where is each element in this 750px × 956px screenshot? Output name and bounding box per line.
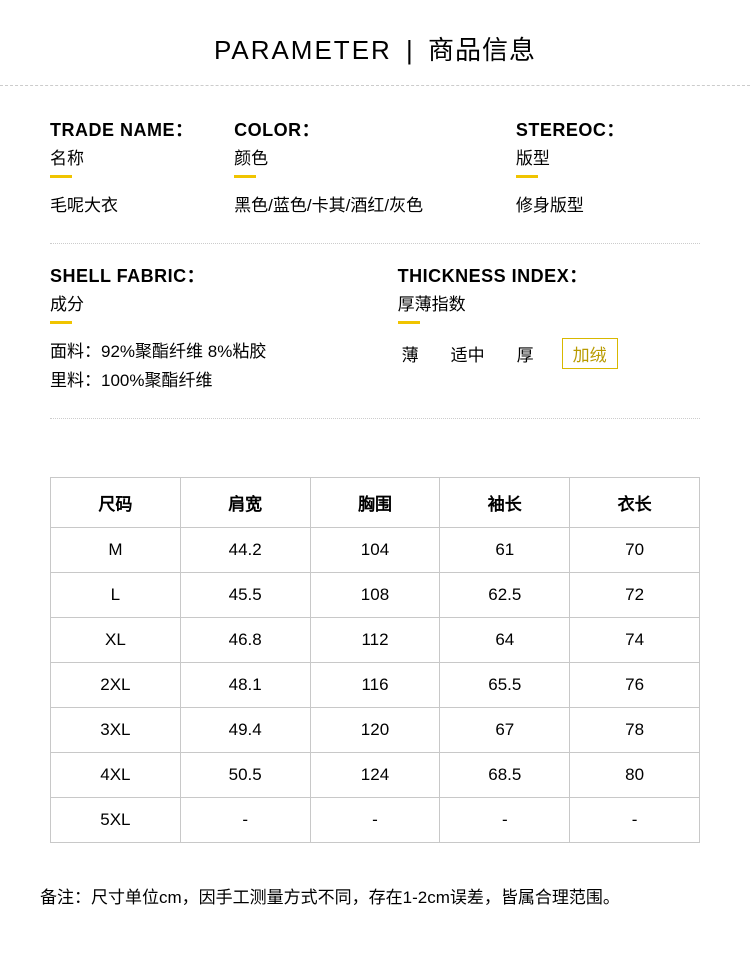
- color-label-en: COLOR：: [234, 116, 516, 142]
- table-cell: L: [51, 572, 181, 617]
- table-cell: 104: [310, 527, 440, 572]
- table-row: XL46.81126474: [51, 617, 700, 662]
- product-info-block: TRADE NAME： 名称 毛呢大衣 COLOR： 颜色 黑色/蓝色/卡其/酒…: [0, 86, 750, 419]
- thickness-options: 薄适中厚加绒: [398, 338, 700, 369]
- table-cell: 67: [440, 707, 570, 752]
- table-cell: XL: [51, 617, 181, 662]
- size-table-header-row: 尺码肩宽胸围袖长衣长: [51, 477, 700, 527]
- accent-bar: [516, 175, 538, 178]
- info-cell-stereoc: STEREOC： 版型 修身版型: [516, 116, 700, 221]
- accent-bar: [50, 175, 72, 178]
- info-cell-color: COLOR： 颜色 黑色/蓝色/卡其/酒红/灰色: [234, 116, 516, 221]
- table-cell: 64: [440, 617, 570, 662]
- thickness-option: 适中: [447, 339, 489, 368]
- table-cell: M: [51, 527, 181, 572]
- table-cell: 65.5: [440, 662, 570, 707]
- table-cell: 45.5: [180, 572, 310, 617]
- table-cell: 70: [570, 527, 700, 572]
- table-cell: 108: [310, 572, 440, 617]
- fabric-label-en: SHELL FABRIC：: [50, 262, 398, 288]
- thickness-option: 加绒: [562, 338, 618, 369]
- stereoc-label-zh: 版型: [516, 144, 700, 169]
- footnote: 备注：尺寸单位cm，因手工测量方式不同，存在1-2cm误差，皆属合理范围。: [0, 843, 750, 938]
- stereoc-value: 修身版型: [516, 192, 700, 221]
- table-row: 4XL50.512468.580: [51, 752, 700, 797]
- table-cell: -: [440, 797, 570, 842]
- page-title-divider: |: [406, 35, 414, 65]
- size-table-header: 肩宽: [180, 477, 310, 527]
- page-title-en: PARAMETER: [214, 35, 392, 65]
- size-table-header: 袖长: [440, 477, 570, 527]
- table-cell: 78: [570, 707, 700, 752]
- page-title: PARAMETER | 商品信息: [0, 0, 750, 85]
- stereoc-label-en: STEREOC：: [516, 116, 700, 142]
- table-row: 2XL48.111665.576: [51, 662, 700, 707]
- accent-bar: [398, 321, 420, 324]
- table-cell: 68.5: [440, 752, 570, 797]
- thickness-label-en: THICKNESS INDEX：: [398, 262, 700, 288]
- table-cell: 62.5: [440, 572, 570, 617]
- info-row-1: TRADE NAME： 名称 毛呢大衣 COLOR： 颜色 黑色/蓝色/卡其/酒…: [50, 116, 700, 244]
- table-cell: 46.8: [180, 617, 310, 662]
- table-cell: 44.2: [180, 527, 310, 572]
- fabric-line1: 面料：92%聚酯纤维 8%粘胶: [50, 338, 398, 367]
- tradename-value: 毛呢大衣: [50, 192, 234, 221]
- table-cell: -: [180, 797, 310, 842]
- size-table: 尺码肩宽胸围袖长衣长 M44.21046170L45.510862.572XL4…: [50, 477, 700, 843]
- table-row: L45.510862.572: [51, 572, 700, 617]
- table-cell: 50.5: [180, 752, 310, 797]
- table-row: 5XL----: [51, 797, 700, 842]
- info-cell-fabric: SHELL FABRIC： 成分 面料：92%聚酯纤维 8%粘胶 里料：100%…: [50, 262, 398, 396]
- table-row: M44.21046170: [51, 527, 700, 572]
- table-cell: 48.1: [180, 662, 310, 707]
- fabric-label-zh: 成分: [50, 290, 398, 315]
- fabric-line2: 里料：100%聚酯纤维: [50, 367, 398, 396]
- size-table-header: 尺码: [51, 477, 181, 527]
- color-value: 黑色/蓝色/卡其/酒红/灰色: [234, 192, 516, 221]
- table-cell: -: [570, 797, 700, 842]
- table-cell: 124: [310, 752, 440, 797]
- size-table-body: M44.21046170L45.510862.572XL46.811264742…: [51, 527, 700, 842]
- table-cell: 112: [310, 617, 440, 662]
- size-table-wrap: 尺码肩宽胸围袖长衣长 M44.21046170L45.510862.572XL4…: [0, 437, 750, 843]
- table-cell: 5XL: [51, 797, 181, 842]
- info-cell-tradename: TRADE NAME： 名称 毛呢大衣: [50, 116, 234, 221]
- table-cell: 76: [570, 662, 700, 707]
- info-row-2: SHELL FABRIC： 成分 面料：92%聚酯纤维 8%粘胶 里料：100%…: [50, 262, 700, 419]
- size-table-header: 胸围: [310, 477, 440, 527]
- table-cell: 61: [440, 527, 570, 572]
- info-cell-thickness: THICKNESS INDEX： 厚薄指数 薄适中厚加绒: [398, 262, 700, 396]
- table-cell: 80: [570, 752, 700, 797]
- table-cell: 74: [570, 617, 700, 662]
- table-row: 3XL49.41206778: [51, 707, 700, 752]
- table-cell: 3XL: [51, 707, 181, 752]
- accent-bar: [50, 321, 72, 324]
- thickness-label-zh: 厚薄指数: [398, 290, 700, 315]
- tradename-label-zh: 名称: [50, 144, 234, 169]
- table-cell: 120: [310, 707, 440, 752]
- table-cell: 72: [570, 572, 700, 617]
- table-cell: -: [310, 797, 440, 842]
- table-cell: 116: [310, 662, 440, 707]
- table-cell: 4XL: [51, 752, 181, 797]
- table-cell: 2XL: [51, 662, 181, 707]
- color-label-zh: 颜色: [234, 144, 516, 169]
- tradename-label-en: TRADE NAME：: [50, 116, 234, 142]
- thickness-option: 厚: [513, 339, 538, 368]
- size-table-header: 衣长: [570, 477, 700, 527]
- accent-bar: [234, 175, 256, 178]
- thickness-option: 薄: [398, 339, 423, 368]
- page-title-zh: 商品信息: [428, 35, 536, 65]
- table-cell: 49.4: [180, 707, 310, 752]
